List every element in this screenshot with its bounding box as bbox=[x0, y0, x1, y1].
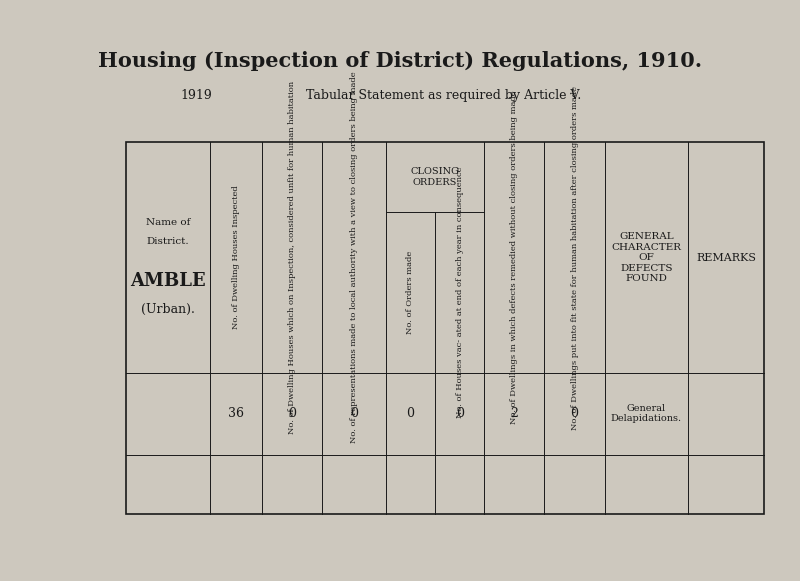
Bar bbox=[126, 142, 764, 514]
Text: GENERAL
CHARACTER
OF
DEFECTS
FOUND: GENERAL CHARACTER OF DEFECTS FOUND bbox=[611, 232, 682, 283]
Text: Housing (Inspection of District) Regulations, 1910.: Housing (Inspection of District) Regulat… bbox=[98, 51, 702, 71]
Text: 0: 0 bbox=[406, 407, 414, 420]
Text: No. of Dwellings in which defects remedied without closing orders being made: No. of Dwellings in which defects remedi… bbox=[510, 91, 518, 425]
Text: CLOSING
ORDERS: CLOSING ORDERS bbox=[410, 167, 459, 187]
Text: No. of Dwellings put into fit state for human habitation after closing orders ma: No. of Dwellings put into fit state for … bbox=[570, 85, 578, 429]
Text: (Urban).: (Urban). bbox=[141, 303, 195, 317]
Text: 0: 0 bbox=[456, 407, 464, 420]
Text: 0: 0 bbox=[350, 407, 358, 420]
Text: Tabular Statement as required by Article V.: Tabular Statement as required by Article… bbox=[306, 89, 582, 102]
Text: 36: 36 bbox=[228, 407, 244, 420]
Text: Name of: Name of bbox=[146, 218, 190, 227]
Text: REMARKS: REMARKS bbox=[696, 253, 756, 263]
Text: 0: 0 bbox=[288, 407, 296, 420]
Text: AMBLE: AMBLE bbox=[130, 272, 206, 290]
Text: 1919: 1919 bbox=[180, 89, 212, 102]
Text: No. of Houses vac- ated at end of each year in consequence: No. of Houses vac- ated at end of each y… bbox=[456, 166, 464, 418]
Text: No. of Dwelling Houses which on Inspection, considered unfit for human habitatio: No. of Dwelling Houses which on Inspecti… bbox=[288, 81, 296, 434]
Text: 0: 0 bbox=[570, 407, 578, 420]
Text: District.: District. bbox=[146, 237, 190, 246]
Text: No. of Dwelling Houses Inspected: No. of Dwelling Houses Inspected bbox=[232, 186, 240, 329]
Text: General
Delapidations.: General Delapidations. bbox=[610, 404, 682, 424]
Text: No. of Orders made: No. of Orders made bbox=[406, 250, 414, 334]
Text: No. of representations made to local authority with a view to closing orders bei: No. of representations made to local aut… bbox=[350, 72, 358, 443]
Text: 2: 2 bbox=[510, 407, 518, 420]
